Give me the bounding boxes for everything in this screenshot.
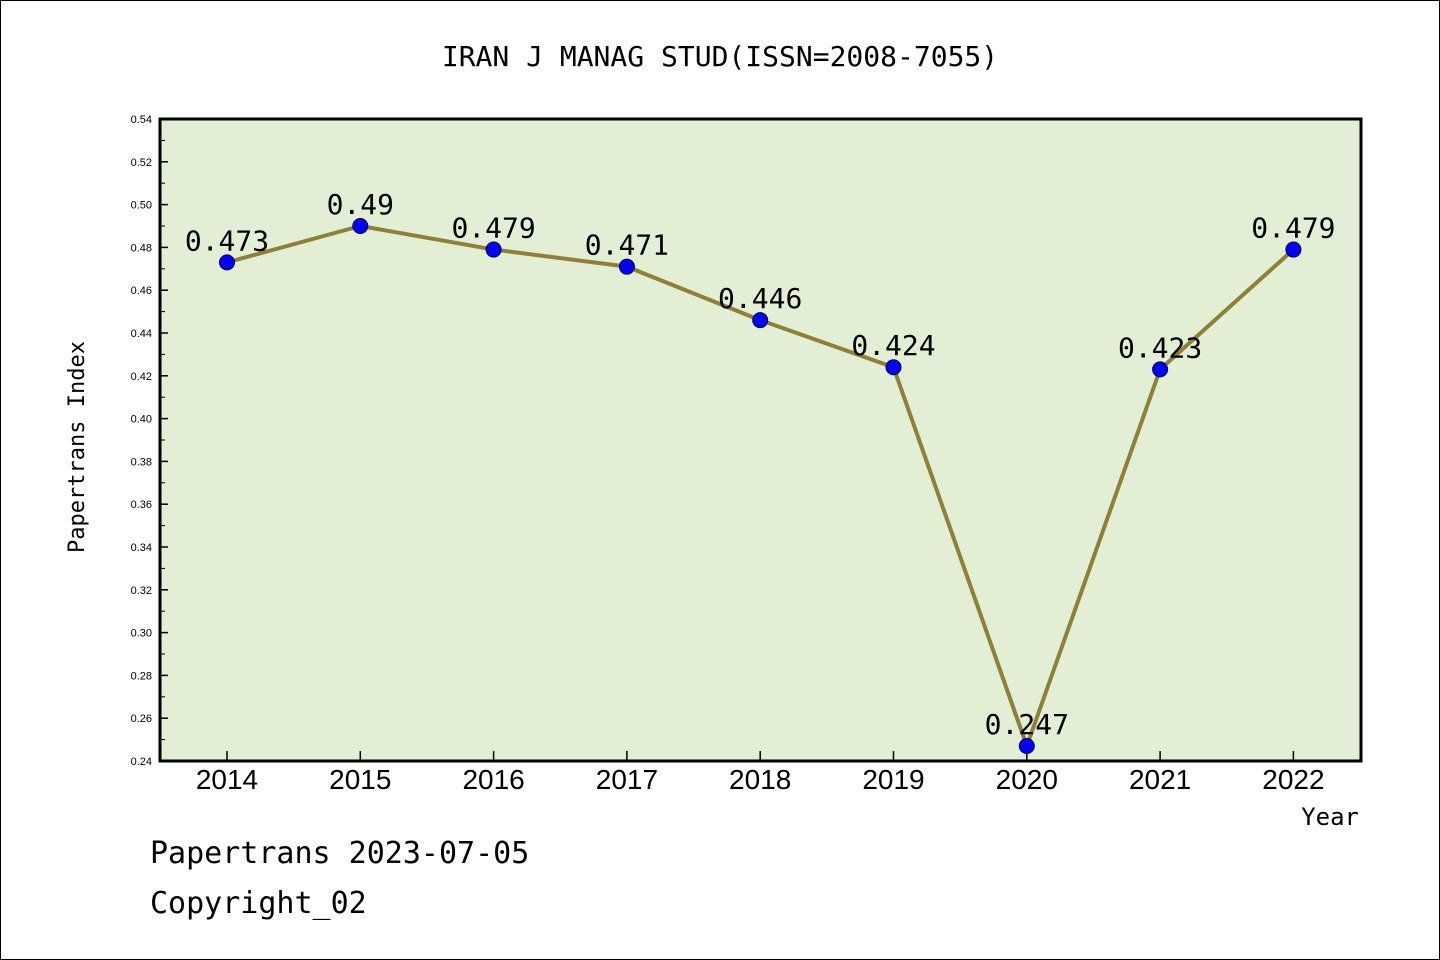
y-axis-label: Papertrans Index — [65, 341, 90, 553]
y-tick-label: 0.40 — [131, 414, 152, 426]
x-axis: 2014 2015 2016 2017 2018 2019 2020 2021 2022 — [196, 751, 1325, 795]
y-tick-label: 0.28 — [131, 670, 152, 682]
y-axis: 0.24 0.26 0.28 0.30 0.32 0.34 0.36 0.38 0.40 0.42… — [131, 114, 168, 768]
chart-title: IRAN J MANAG STUD(ISSN=2008-7055) — [442, 40, 998, 73]
x-tick-label: 2019 — [862, 764, 924, 795]
series-line-group: 0.473 0.49 0.479 0.471 0.446 0.424 0.247 0.423 0… — [185, 188, 1336, 755]
data-point — [752, 312, 769, 329]
footer-date: Papertrans 2023-07-05 — [150, 836, 529, 871]
y-tick-label: 0.50 — [131, 200, 152, 212]
x-tick-label: 2017 — [596, 764, 658, 795]
data-point — [485, 241, 502, 258]
data-label: 0.446 — [718, 282, 802, 315]
data-label: 0.479 — [1251, 212, 1335, 245]
data-label: 0.479 — [451, 212, 535, 245]
data-point — [1152, 361, 1169, 378]
x-tick-label: 2016 — [462, 764, 524, 795]
y-tick-label: 0.36 — [131, 499, 152, 511]
data-point — [618, 258, 635, 275]
data-point — [219, 254, 235, 271]
y-tick-label: 0.52 — [131, 157, 152, 169]
x-tick-label: 2014 — [196, 764, 258, 795]
x-tick-label: 2015 — [329, 764, 391, 795]
data-point — [1018, 738, 1035, 755]
data-label: 0.423 — [1118, 331, 1202, 364]
y-tick-label: 0.30 — [131, 628, 152, 640]
y-tick-label: 0.54 — [131, 114, 152, 126]
data-label: 0.424 — [851, 329, 935, 362]
x-tick-label: 2020 — [996, 764, 1058, 795]
y-tick-label: 0.44 — [131, 328, 152, 340]
footer-copyright: Copyright_02 — [150, 886, 367, 921]
y-tick-label: 0.26 — [131, 713, 152, 725]
y-tick-label: 0.42 — [131, 371, 152, 383]
y-tick-label: 0.32 — [131, 585, 152, 597]
data-label: 0.49 — [327, 188, 394, 221]
data-point — [352, 218, 369, 234]
x-tick-label: 2018 — [729, 764, 791, 795]
data-point — [1285, 241, 1302, 258]
x-axis-label: Year — [1301, 803, 1359, 831]
y-tick-label: 0.24 — [131, 756, 152, 768]
data-label: 0.247 — [985, 708, 1069, 741]
y-tick-label: 0.38 — [131, 456, 152, 468]
y-tick-label: 0.46 — [131, 285, 152, 297]
data-label: 0.473 — [185, 224, 269, 257]
y-tick-label: 0.48 — [131, 242, 152, 254]
data-point — [885, 359, 902, 376]
y-tick-label: 0.34 — [131, 542, 152, 554]
data-label: 0.471 — [585, 229, 669, 262]
x-tick-label: 2022 — [1262, 764, 1324, 795]
x-tick-label: 2021 — [1129, 764, 1191, 795]
